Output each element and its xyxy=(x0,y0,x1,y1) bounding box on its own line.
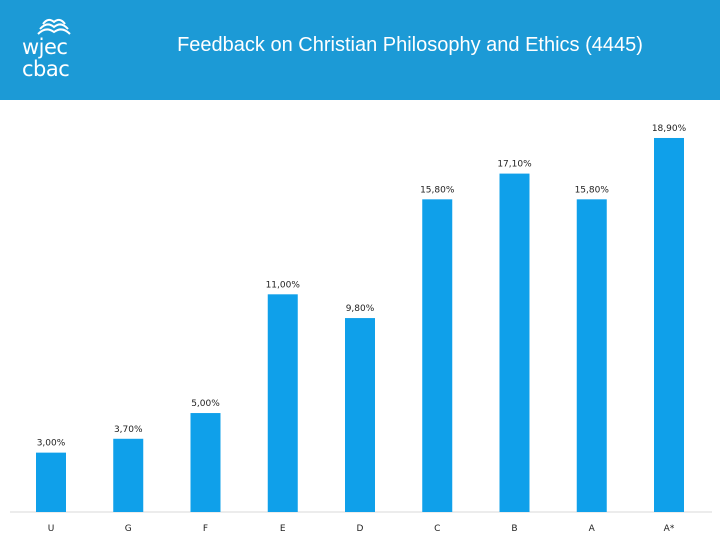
bar-A* xyxy=(654,137,684,512)
bar-E xyxy=(267,294,298,512)
bar-F xyxy=(190,413,221,512)
data-label: 3,00% xyxy=(37,439,66,449)
wjec-cbac-logo: wjec cbac xyxy=(22,14,86,84)
bar-A xyxy=(576,199,607,512)
bar-U xyxy=(36,452,66,512)
x-tick-label: A xyxy=(589,524,596,534)
x-tick-label: C xyxy=(434,524,440,534)
data-label: 15,80% xyxy=(575,185,610,195)
bar-B xyxy=(499,173,530,512)
data-label: 3,70% xyxy=(114,425,143,435)
data-label: 9,80% xyxy=(346,304,375,314)
x-tick-label: G xyxy=(125,524,132,534)
x-tick-label: F xyxy=(203,524,208,534)
bar-G xyxy=(113,438,144,512)
header-bar: wjec cbac Feedback on Christian Philosop… xyxy=(0,0,720,100)
x-tick-label: E xyxy=(280,524,286,534)
bar-C xyxy=(422,199,453,512)
bar-chart: 3,00% U 3,70% G 5,00% F 11,00% E 9,80% D 15,80% C 17… xyxy=(10,124,712,534)
x-tick-label: U xyxy=(48,524,55,534)
logo-line-1: wjec xyxy=(22,35,68,59)
bar-D xyxy=(345,318,375,512)
data-label: 17,10% xyxy=(497,160,532,170)
book-icon xyxy=(37,18,71,35)
data-label: 11,00% xyxy=(266,280,301,290)
x-tick-label: A* xyxy=(664,524,675,534)
logo-line-2: cbac xyxy=(22,57,70,81)
x-tick-label: B xyxy=(511,524,517,534)
data-label: 5,00% xyxy=(191,399,220,409)
data-label: 18,90% xyxy=(652,124,687,134)
page-title: Feedback on Christian Philosophy and Eth… xyxy=(177,34,643,56)
data-label: 15,80% xyxy=(420,185,455,195)
x-tick-label: D xyxy=(357,524,364,534)
